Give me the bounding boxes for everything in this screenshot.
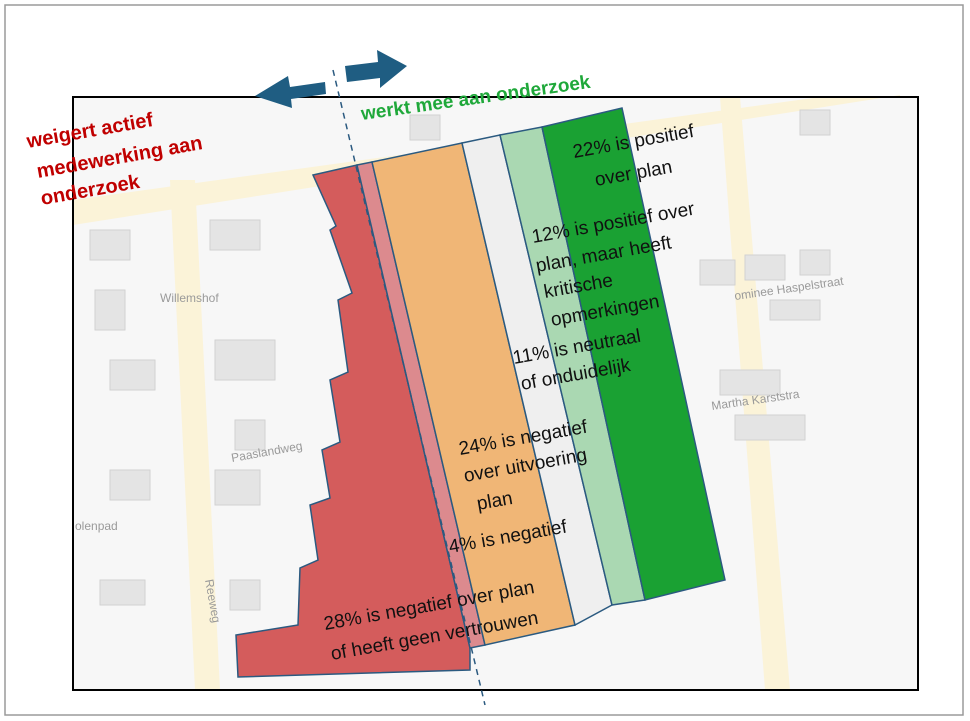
map-border (72, 96, 919, 691)
road (170, 180, 220, 690)
stripes (235, 107, 726, 678)
arrow-right (345, 50, 407, 88)
street-label: olenpad (75, 519, 118, 533)
buildings (89, 109, 831, 611)
divider (332, 69, 486, 706)
stripe-22 (541, 107, 726, 601)
street-label: Willemshof (160, 291, 219, 305)
stripe-28 (235, 164, 471, 678)
arrow-left (255, 76, 326, 108)
